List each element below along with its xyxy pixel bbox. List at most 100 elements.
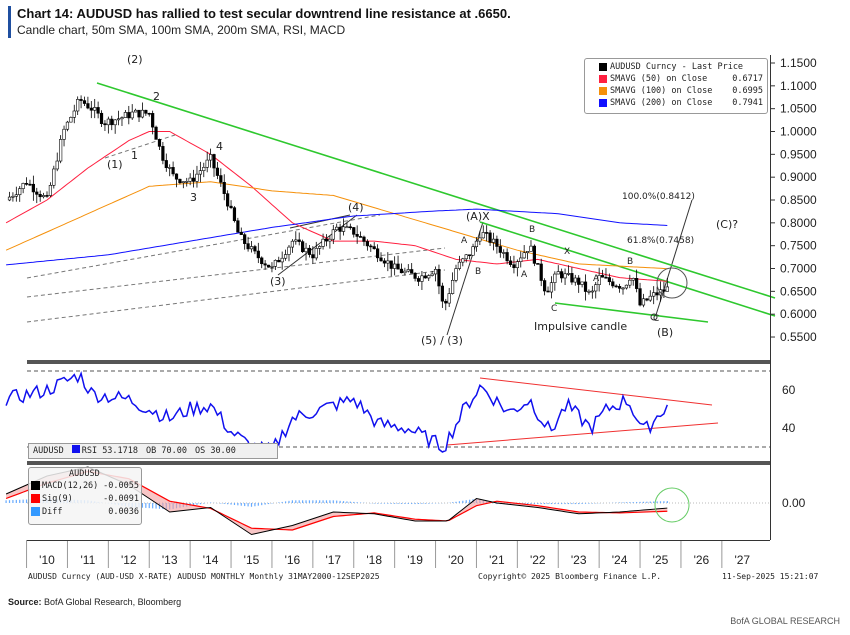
candle: [297, 239, 301, 242]
candle: [72, 110, 76, 118]
candle: [665, 286, 669, 292]
macd-legend: AUDUSD MACD(12,26) -0.0055 Sig(9) -0.0091 …: [28, 467, 142, 525]
candle: [396, 263, 400, 270]
brand-label: BofA GLOBAL RESEARCH: [730, 616, 840, 626]
fib-100-label: 100.0%(0.8412): [622, 192, 695, 202]
candle: [321, 238, 325, 247]
candle: [376, 248, 380, 259]
x-tick-label: '27: [734, 553, 750, 567]
candle: [11, 195, 15, 198]
candle: [294, 239, 298, 242]
rsi-support-line: [446, 422, 719, 446]
panel-divider: [27, 360, 770, 364]
wave-label: 4: [216, 140, 223, 153]
legend-swatch: [599, 99, 607, 107]
candle: [508, 260, 513, 265]
legend-swatch: [31, 481, 40, 490]
candle: [580, 281, 584, 285]
wave-label: 2: [153, 90, 160, 103]
candle: [134, 109, 138, 113]
bottom-axis-line: [27, 540, 770, 541]
candle: [648, 295, 652, 301]
wave-label: A: [461, 236, 468, 246]
impulse-marker: [650, 313, 658, 321]
legend-value: 0.6995: [732, 86, 763, 96]
legend-item: SMAVG (100) on Close 0.6995: [599, 86, 763, 96]
legend-swatch: [599, 63, 607, 71]
candle: [600, 275, 605, 278]
candle: [253, 246, 257, 252]
candle: [304, 247, 308, 253]
candle: [185, 181, 189, 183]
candle: [324, 238, 329, 242]
candle: [266, 264, 271, 268]
candle: [481, 232, 485, 239]
candle: [116, 118, 121, 121]
candle: [498, 246, 502, 253]
wave-label: (C)?: [716, 218, 739, 231]
candle: [430, 273, 434, 276]
candle: [638, 288, 642, 306]
candle: [328, 238, 332, 242]
legend-swatch: [599, 87, 607, 95]
candle: [215, 167, 220, 176]
candle: [151, 113, 155, 128]
candle: [505, 252, 509, 262]
candle: [127, 112, 131, 119]
candle: [79, 99, 83, 101]
impulsive-candle-label: Impulsive candle: [534, 320, 628, 333]
candle: [147, 112, 151, 115]
candle: [447, 293, 451, 304]
dashed-trendline: [26, 214, 381, 279]
candle: [249, 246, 254, 250]
candle: [144, 109, 148, 114]
candle: [260, 257, 264, 265]
legend-label: Diff: [42, 507, 63, 517]
candle: [365, 241, 369, 247]
candle: [502, 252, 506, 254]
x-tick-label: '18: [366, 553, 382, 567]
candle: [188, 177, 192, 182]
candle: [65, 121, 70, 130]
candle: [82, 100, 87, 104]
candle: [539, 263, 543, 281]
wave-label: (A)X: [466, 210, 490, 223]
rsi-panel: [5, 370, 770, 456]
candle: [553, 273, 557, 283]
candle: [652, 292, 656, 297]
candle: [355, 234, 359, 237]
x-tick-label: '13: [162, 553, 178, 567]
candle: [457, 261, 462, 269]
wave-label: X: [564, 247, 571, 257]
candle: [450, 279, 455, 294]
candle: [52, 168, 56, 186]
candle: [236, 220, 240, 233]
wave-line: [446, 221, 484, 336]
candle: [597, 275, 601, 285]
x-tick-label: '16: [285, 553, 301, 567]
candle: [532, 245, 536, 264]
moving-averages: [5, 131, 668, 282]
right-axis-line: [770, 55, 771, 540]
candle: [577, 277, 581, 285]
y-tick-label: 0.7000: [780, 262, 817, 276]
candle: [341, 226, 346, 232]
candle: [631, 278, 635, 281]
candle: [31, 183, 35, 193]
candle: [583, 281, 588, 292]
candle: [270, 266, 274, 268]
candle: [331, 229, 335, 240]
candle: [191, 177, 196, 182]
candle: [345, 226, 349, 229]
candle: [130, 111, 134, 119]
candle: [140, 109, 145, 118]
legend-value: 0.0036: [108, 507, 139, 517]
candle: [62, 128, 66, 140]
candle: [570, 273, 574, 283]
candle: [335, 226, 339, 231]
x-tick-label: '21: [489, 553, 505, 567]
candle: [655, 292, 659, 296]
candle: [543, 280, 547, 292]
candle: [474, 240, 479, 247]
candle: [546, 290, 550, 293]
